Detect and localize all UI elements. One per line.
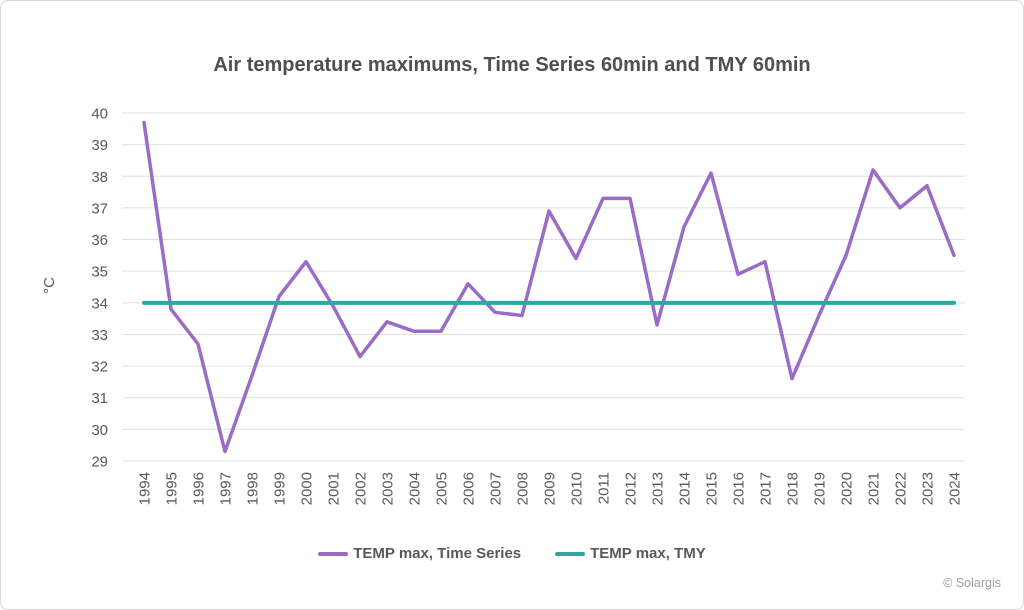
x-tick-label: 2011	[596, 472, 613, 504]
legend: TEMP max, Time Series TEMP max, TMY	[1, 545, 1023, 562]
x-tick-label: 1999	[272, 472, 289, 505]
x-tick-label: 2023	[920, 472, 937, 505]
x-tick-label: 2019	[812, 472, 829, 505]
y-tick-label: 40	[91, 106, 108, 123]
x-tick-label: 2005	[434, 472, 451, 505]
temp-max-timeseries-line	[142, 120, 956, 454]
x-tick-label: 2018	[785, 472, 802, 505]
y-tick-label: 31	[91, 390, 108, 407]
x-tick-label: 2012	[623, 472, 640, 505]
y-tick-label: 33	[91, 327, 108, 344]
y-tick-label: 36	[91, 232, 108, 249]
legend-item-tmy: TEMP max, TMY	[555, 545, 706, 562]
x-tick-label: 1997	[218, 472, 235, 505]
copyright-notice: © Solargis	[943, 576, 1001, 590]
x-tick-label: 2020	[839, 472, 856, 505]
x-tick-label: 1998	[245, 472, 262, 505]
x-tick-label: 2013	[650, 472, 667, 505]
x-tick-label: 1996	[191, 472, 208, 505]
x-tick-label: 2004	[407, 472, 424, 505]
x-tick-label: 2002	[353, 472, 370, 505]
timeseries-line-swatch	[318, 551, 349, 556]
y-tick-label: 30	[91, 422, 108, 439]
x-tick-label: 2003	[380, 472, 397, 505]
y-tick-label: 38	[91, 169, 108, 186]
x-tick-label: 2008	[515, 472, 532, 505]
y-tick-label: 39	[91, 137, 108, 154]
x-tick-label: 1995	[164, 472, 181, 505]
legend-item-timeseries: TEMP max, Time Series	[318, 545, 521, 562]
y-tick-label: 29	[91, 454, 108, 471]
x-tick-label: 2001	[326, 472, 343, 505]
x-tick-label: 1994	[137, 472, 154, 505]
x-tick-label: 2000	[299, 472, 316, 505]
chart-title: Air temperature maximums, Time Series 60…	[213, 54, 811, 76]
x-tick-label: 2024	[947, 472, 964, 505]
x-tick-label: 2015	[704, 472, 721, 505]
x-tick-label: 2006	[461, 472, 478, 505]
tmy-line-swatch	[555, 551, 586, 556]
x-tick-label: 2010	[569, 472, 586, 505]
y-tick-label: 34	[91, 295, 108, 312]
x-tick-label: 2014	[677, 472, 694, 505]
y-tick-label: 35	[91, 264, 108, 281]
x-tick-label: 2009	[542, 472, 559, 505]
legend-label-timeseries: TEMP max, Time Series	[353, 545, 522, 562]
x-tick-label: 2017	[758, 472, 775, 505]
y-tick-label: 37	[91, 200, 108, 217]
x-tick-label: 2016	[731, 472, 748, 505]
legend-label-tmy: TEMP max, TMY	[590, 545, 706, 562]
x-tick-label: 2022	[893, 472, 910, 505]
x-tick-label: 2021	[866, 472, 883, 505]
y-tick-label: 32	[91, 359, 108, 376]
x-tick-label: 2007	[488, 472, 505, 505]
